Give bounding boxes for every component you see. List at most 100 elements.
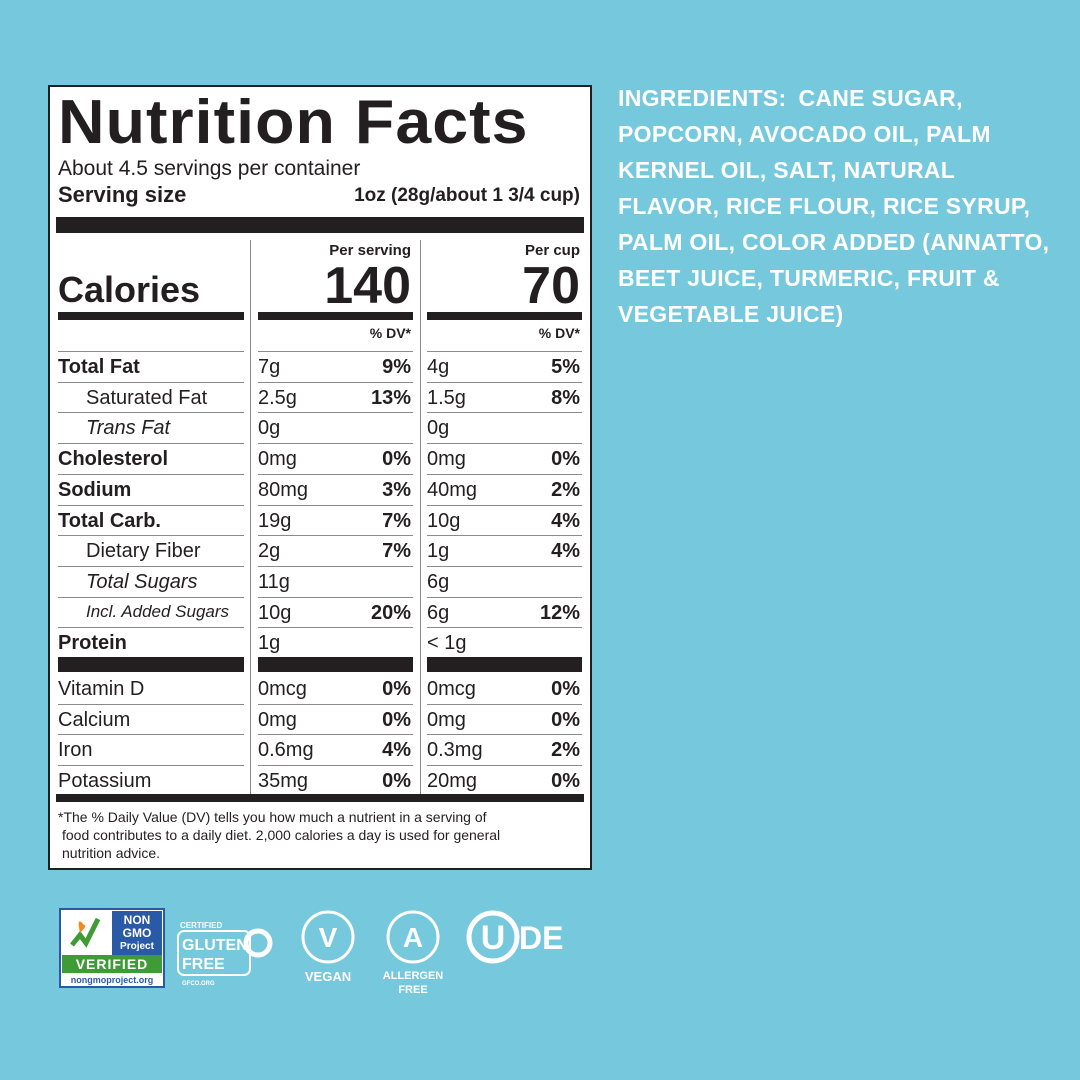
calories-label: Calories	[58, 269, 201, 310]
row-rule	[258, 504, 413, 506]
row-rule	[58, 734, 244, 736]
badge-text: ALLERGEN	[383, 970, 444, 982]
daily-value: 13%	[370, 386, 411, 409]
check	[70, 917, 101, 948]
amount: 35mg	[258, 770, 309, 793]
row-rule	[58, 381, 244, 383]
row-rule	[58, 565, 244, 567]
row-rule	[258, 596, 413, 598]
nutrient-name: Incl. Added Sugars	[86, 601, 230, 621]
row-rule	[427, 381, 582, 383]
badge-text: VERIFIED	[76, 956, 149, 972]
badges: NON GMO Project VERIFIED nongmoproject.o…	[59, 908, 563, 996]
badge-text: FREE	[398, 984, 427, 996]
badge-text: GFCO.ORG	[182, 981, 215, 987]
badge-text: NON	[124, 913, 151, 927]
amount: 0g	[258, 417, 281, 440]
nutrient-name: Sodium	[58, 478, 132, 501]
row-rule	[427, 734, 582, 736]
nutrient-name: Cholesterol	[58, 448, 169, 471]
badge-text: VEGAN	[305, 969, 351, 984]
daily-value: 7%	[382, 509, 411, 532]
servings: About 4.5 servings per container	[58, 157, 361, 180]
nutrient-name: Trans Fat	[86, 417, 171, 440]
row-rule	[258, 381, 413, 383]
amount: 0mg	[427, 708, 466, 731]
badge-text: V	[319, 922, 338, 953]
amount: 7g	[258, 356, 281, 378]
row-rule	[427, 765, 582, 767]
badge-circle	[301, 910, 355, 964]
daily-value: 2%	[551, 739, 580, 762]
nutrition-label: Nutrition Facts About 4.5 servings per co…	[48, 85, 592, 870]
butterfly	[78, 921, 86, 933]
column-divider	[250, 240, 251, 795]
amount: 19g	[258, 509, 292, 532]
daily-value: 3%	[382, 478, 411, 501]
daily-value: 4%	[551, 540, 580, 563]
amount: 0mcg	[427, 678, 476, 700]
amount: 0mg	[258, 708, 297, 731]
amount: 6g	[427, 570, 450, 593]
row-rule	[258, 443, 413, 445]
amount: 2g	[258, 540, 281, 563]
row-rule	[258, 565, 413, 567]
daily-value: 20%	[370, 601, 411, 624]
amount: 4g	[427, 356, 450, 378]
row-rule	[427, 565, 582, 567]
medium-rule	[58, 312, 244, 320]
calories-value: 70	[522, 257, 580, 315]
row-rule	[58, 627, 244, 629]
daily-value: 12%	[539, 601, 580, 624]
row-rule	[58, 443, 244, 445]
nutrient-name: Total Sugars	[86, 570, 198, 593]
amount: 0mg	[258, 448, 297, 471]
badge-text: GLUTEN	[182, 937, 248, 954]
badge-text: nongmoproject.org	[71, 975, 154, 985]
daily-value: 2%	[551, 478, 580, 501]
daily-value: 4%	[551, 509, 580, 532]
daily-value: 4%	[382, 739, 411, 762]
amount: 10g	[427, 509, 461, 532]
column-header: Per cup	[524, 242, 580, 259]
amount: 1.5g	[427, 386, 466, 409]
medium-rule	[258, 312, 413, 320]
nutrient-name: Calcium	[58, 708, 131, 731]
row-rule	[58, 596, 244, 598]
amount: 11g	[258, 570, 290, 593]
ingredients: INGREDIENTS: CANE SUGAR, POPCORN, AVOCADO…	[618, 80, 1058, 332]
row-rule	[258, 734, 413, 736]
non-gmo-badge: NON GMO Project VERIFIED nongmoproject.o…	[59, 908, 165, 988]
row-rule	[58, 703, 244, 705]
gluten-free-badge: CERTIFIED GLUTEN FREE GFCO.ORG	[177, 921, 273, 987]
g-mark	[243, 928, 273, 958]
daily-value: 0%	[382, 678, 411, 700]
nutrient-name: Total Carb.	[58, 509, 161, 532]
row-rule	[427, 596, 582, 598]
daily-value: 0%	[551, 770, 580, 793]
badge-text: Project	[120, 941, 155, 952]
thick-rule	[427, 657, 582, 672]
ingredients-text: CANE SUGAR, POPCORN, AVOCADO OIL, PALM K…	[618, 85, 1050, 327]
badge-bg	[112, 911, 162, 955]
badge-circle	[386, 910, 440, 964]
row-rule	[258, 703, 413, 705]
thick-rule	[258, 657, 413, 672]
badge-bg	[62, 955, 162, 973]
row-rule	[427, 473, 582, 475]
row-rule	[427, 504, 582, 506]
daily-value: 0%	[382, 708, 411, 731]
amount: 0mcg	[258, 678, 307, 700]
daily-value: 0%	[551, 448, 580, 471]
row-rule	[58, 504, 244, 506]
badge-text: A	[403, 922, 423, 953]
amount: 1g	[427, 540, 450, 563]
badge-bg	[62, 911, 112, 955]
footnote: food contributes to a daily diet. 2,000 …	[62, 827, 501, 843]
calories-value: 140	[324, 257, 411, 315]
row-rule	[427, 351, 582, 352]
amount: < 1g	[427, 632, 467, 655]
daily-value: 9%	[382, 356, 411, 378]
dv-header: % DV*	[538, 325, 580, 341]
